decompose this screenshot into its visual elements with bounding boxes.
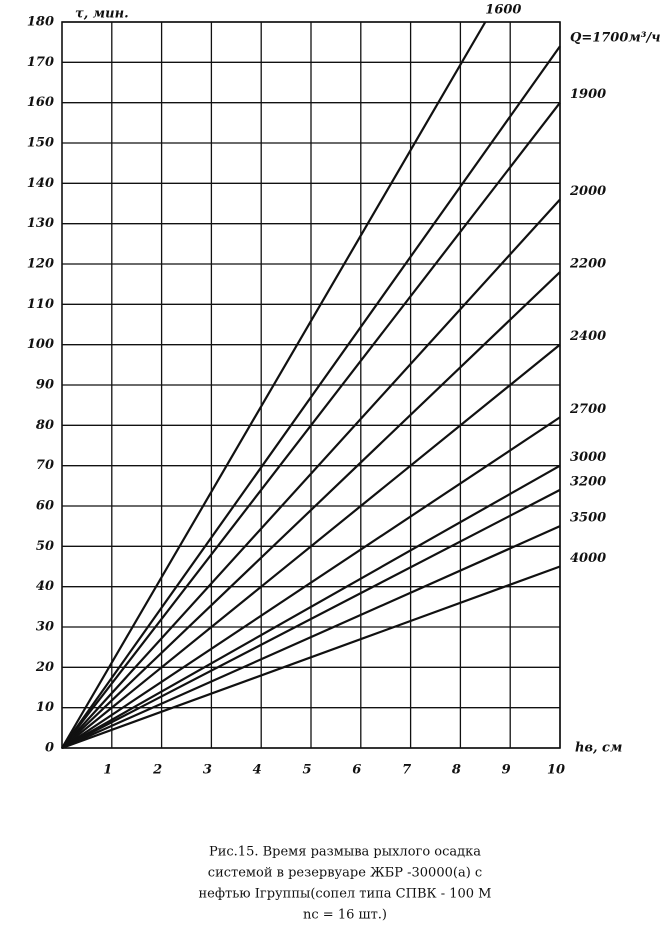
series-label: 3200 — [570, 474, 606, 489]
series-line — [61, 21, 487, 749]
y-tick-label: 80 — [36, 418, 54, 433]
series-label: 1600 — [485, 3, 521, 18]
y-tick-label: 70 — [36, 458, 54, 473]
x-tick-label: 9 — [502, 763, 511, 778]
x-tick-label: 3 — [203, 763, 212, 778]
series-line — [61, 45, 561, 749]
series-label: 3500 — [570, 511, 606, 526]
series-label: 3000 — [570, 450, 606, 465]
series-line — [61, 416, 561, 749]
y-tick-label: 50 — [36, 539, 54, 554]
caption-line: системой в резервуаре ЖБР -30000(а) с — [208, 866, 482, 881]
x-tick-label: 4 — [253, 763, 262, 778]
series-line — [61, 343, 561, 749]
series-line — [61, 101, 561, 749]
x-tick-label: 2 — [152, 763, 162, 778]
series-line — [61, 271, 561, 749]
x-tick-label: 8 — [452, 763, 461, 778]
series-line — [61, 565, 561, 750]
series-line — [61, 464, 561, 749]
y-tick-label: 0 — [45, 741, 54, 756]
series-label: 1900 — [570, 87, 606, 102]
y-axis-label: τ, мин. — [75, 7, 129, 22]
series-label: 2700 — [569, 402, 606, 417]
y-tick-label: 100 — [27, 337, 54, 352]
x-tick-label: 5 — [302, 763, 311, 778]
caption-line: нефтью Iгруппы(сопел типа СПВК - 100 М — [199, 887, 492, 902]
y-tick-label: 10 — [36, 700, 54, 715]
series-label: Q=1700м³/ч — [570, 31, 660, 46]
y-tick-label: 40 — [36, 579, 54, 594]
x-axis-label: hв, см — [575, 741, 622, 756]
caption-line: nс = 16 шт.) — [303, 908, 387, 923]
y-tick-label: 150 — [27, 136, 54, 151]
series-line — [61, 198, 561, 749]
x-tick-label: 10 — [547, 763, 565, 778]
y-tick-label: 90 — [36, 378, 54, 393]
x-tick-label: 6 — [352, 763, 361, 778]
y-tick-label: 20 — [35, 660, 54, 675]
series-label: 4000 — [570, 551, 606, 566]
series-line — [61, 525, 561, 750]
y-tick-label: 160 — [27, 95, 54, 110]
y-tick-label: 140 — [27, 176, 54, 191]
series-label: 2000 — [569, 184, 606, 199]
x-tick-label: 7 — [402, 763, 411, 778]
x-tick-label: 1 — [103, 763, 112, 778]
y-tick-label: 60 — [36, 499, 54, 514]
y-tick-label: 170 — [27, 55, 54, 70]
series-label: 2200 — [569, 257, 606, 272]
y-tick-label: 120 — [27, 257, 54, 272]
y-tick-label: 30 — [36, 620, 54, 635]
series-line — [61, 488, 561, 749]
y-tick-label: 180 — [27, 15, 54, 30]
y-tick-label: 110 — [27, 297, 54, 312]
caption-line: Рис.15. Время размыва рыхлого осадка — [209, 845, 481, 860]
y-tick-label: 130 — [27, 216, 54, 231]
series-label: 2400 — [569, 329, 606, 344]
